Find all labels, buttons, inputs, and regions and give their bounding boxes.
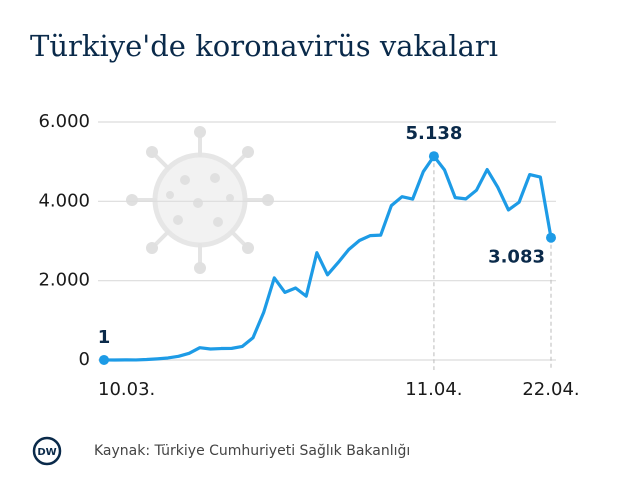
virus-icon (126, 126, 274, 274)
chart-title: Türkiye'de koronavirüs vakaları (30, 29, 498, 63)
data-label: 3.083 (488, 247, 545, 268)
x-tick-label: 22.04. (522, 379, 579, 400)
line (103, 154, 553, 362)
y-tick-label: 0 (79, 349, 90, 370)
point (546, 232, 556, 243)
y-tick-label: 6.000 (38, 111, 90, 132)
y-tick-label: 2.000 (38, 270, 90, 291)
source: Kaynak: Türkiye Cumhuriyeti Sağlık Bakan… (94, 443, 410, 459)
point (99, 354, 109, 365)
data-label: 5.138 (405, 123, 462, 144)
data-label: 1 (98, 327, 111, 348)
y-tick-label: 4.000 (38, 190, 90, 211)
x-tick-label: 11.04. (405, 379, 462, 400)
logo-ring (32, 436, 62, 466)
x-tick-label: 10.03. (98, 379, 155, 400)
point (428, 151, 439, 162)
logo: DW (37, 447, 56, 458)
